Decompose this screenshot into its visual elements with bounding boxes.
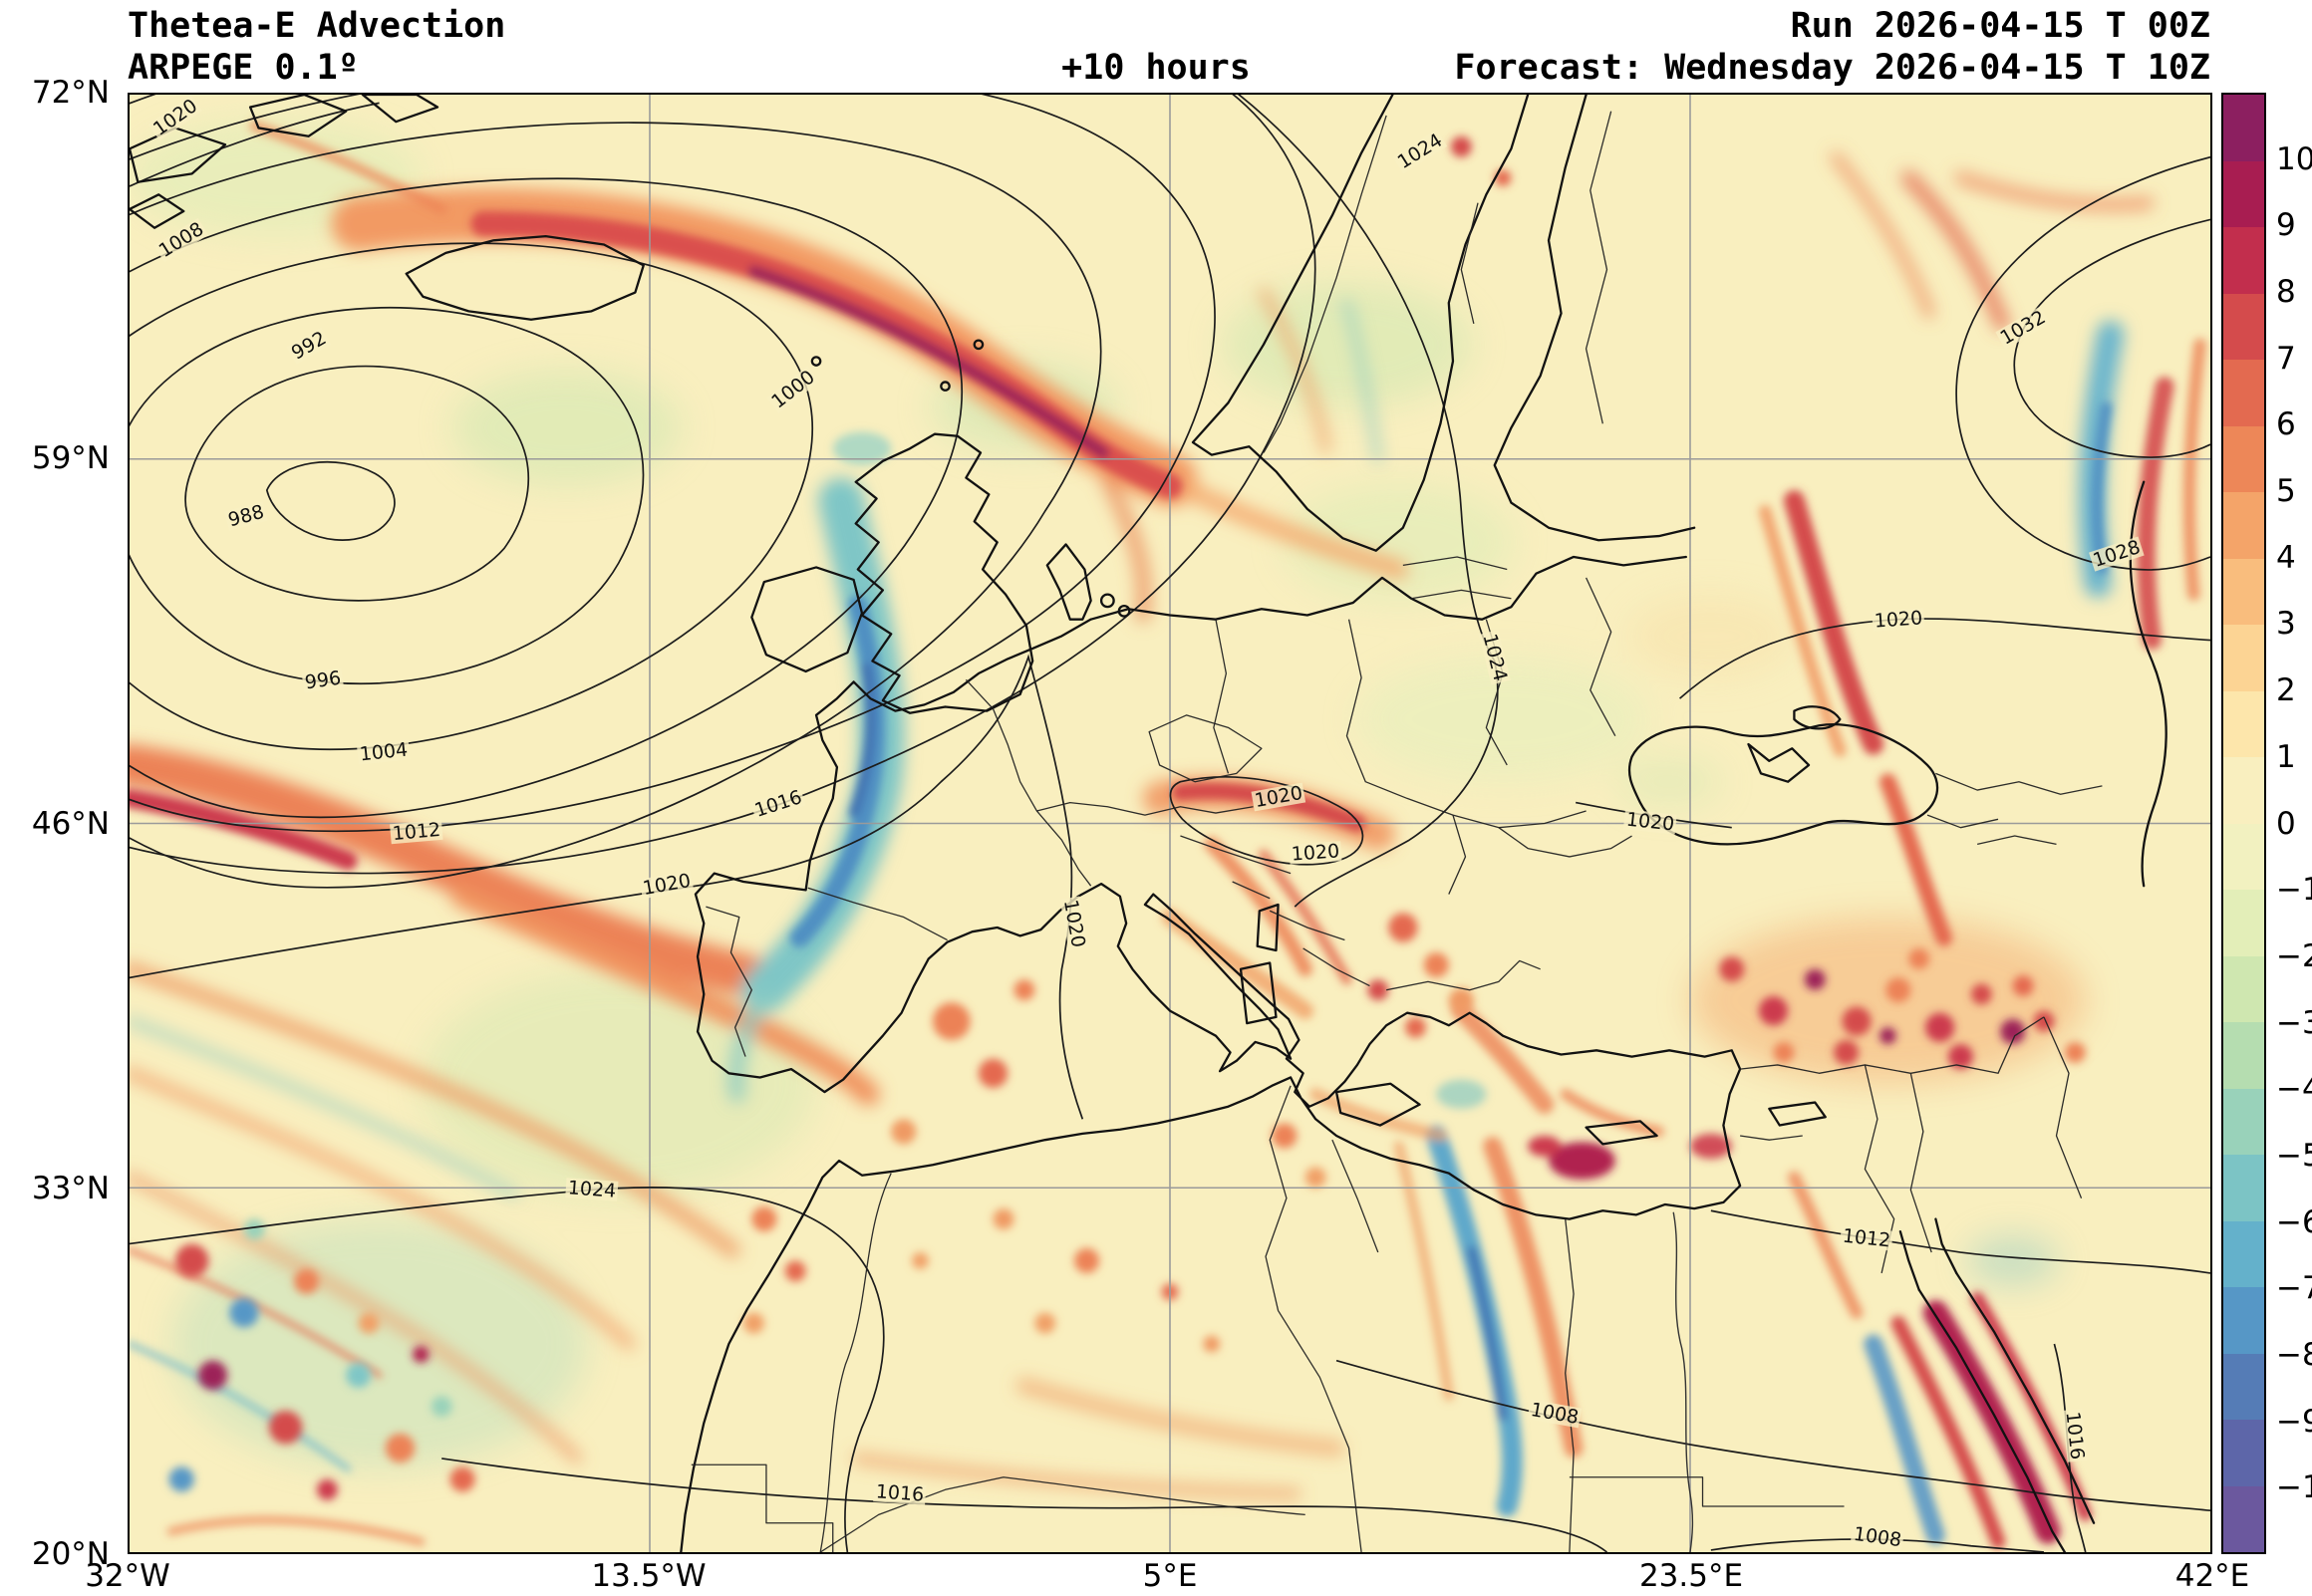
colorbar-segment — [2223, 1220, 2264, 1287]
colorbar-tick-label: −5 — [2276, 1137, 2312, 1174]
colorbar-tick-label: −8 — [2276, 1336, 2312, 1373]
map-canvas — [130, 95, 2210, 1552]
colorbar-segment — [2223, 492, 2264, 559]
colorbar-tick-label: −9 — [2276, 1403, 2312, 1440]
colorbar-segment — [2223, 1353, 2264, 1420]
colorbar-tick-label: 4 — [2276, 539, 2296, 576]
latitude-axis: 72°N 59°N 46°N 33°N 20°N — [0, 75, 118, 1572]
colorbar-segment — [2223, 1287, 2264, 1354]
lon-tick-label: 5°E — [1142, 1558, 1198, 1594]
lon-tick-label: 13.5°W — [591, 1558, 707, 1594]
colorbar-segment — [2223, 293, 2264, 360]
lon-tick-label: 42°E — [2174, 1558, 2250, 1594]
colorbar-segment — [2223, 1022, 2264, 1089]
colorbar-tick-label: −4 — [2276, 1071, 2312, 1108]
lat-tick-label: 72°N — [31, 75, 110, 111]
lon-tick-label: 23.5°E — [1638, 1558, 1744, 1594]
colorbar-segment — [2223, 360, 2264, 426]
lat-tick-label: 59°N — [31, 439, 110, 476]
colorbar-segment — [2223, 890, 2264, 956]
colorbar-tick-label: −6 — [2276, 1203, 2312, 1240]
colorbar-segment — [2223, 558, 2264, 625]
isobar-layer — [130, 95, 2210, 1552]
colorbar-tick-label: 7 — [2276, 340, 2296, 377]
lat-tick-label: 33°N — [31, 1171, 110, 1207]
colorbar-tick-label: 5 — [2276, 473, 2296, 510]
map-area: 1020 1008 992 988 996 1004 1012 1000 1016 1020 102… — [128, 93, 2212, 1554]
advection-field-layer — [130, 120, 2206, 1549]
colorbar-tick-label: 3 — [2276, 606, 2296, 643]
lat-tick-label: 46°N — [31, 805, 110, 842]
colorbar-segment — [2223, 95, 2264, 161]
colorbar — [2221, 93, 2266, 1554]
colorbar-segment — [2223, 1155, 2264, 1221]
figure-title: Thetea-E Advection — [128, 6, 506, 46]
colorbar-segment — [2223, 955, 2264, 1022]
colorbar-tick-label: −7 — [2276, 1270, 2312, 1307]
lon-tick-label: 32°W — [85, 1558, 170, 1594]
colorbar-segment — [2223, 757, 2264, 824]
colorbar-segment — [2223, 160, 2264, 227]
colorbar-tick-label: 6 — [2276, 406, 2296, 443]
colorbar-tick-label: 0 — [2276, 805, 2296, 842]
model-label: ARPEGE 0.1º — [128, 48, 359, 88]
colorbar-tick-label: 8 — [2276, 274, 2296, 311]
lat-tick-label: 20°N — [31, 1536, 110, 1572]
colorbar-tick-label: −3 — [2276, 1004, 2312, 1041]
colorbar-segment — [2223, 625, 2264, 691]
colorbar-segment — [2223, 227, 2264, 294]
colorbar-tick-label: −1 — [2276, 872, 2312, 909]
colorbar-segment — [2223, 1420, 2264, 1486]
colorbar-segment — [2223, 425, 2264, 492]
colorbar-tick-label: 9 — [2276, 207, 2296, 244]
run-label: Run 2026-04-15 T 00Z — [1790, 6, 2210, 46]
colorbar-tick-label: 10 — [2276, 140, 2312, 177]
forecast-label: Forecast: Wednesday 2026-04-15 T 10Z — [1454, 48, 2210, 88]
colorbar-segment — [2223, 823, 2264, 890]
colorbar-tick-label: −2 — [2276, 937, 2312, 974]
colorbar-tick-label: −10 — [2276, 1469, 2312, 1506]
colorbar-segment — [2223, 1088, 2264, 1155]
colorbar-segment — [2223, 1485, 2264, 1552]
longitude-axis: 32°W 13.5°W 5°E 23.5°E 42°E — [85, 1558, 2249, 1596]
colorbar-segment — [2223, 690, 2264, 757]
colorbar-tick-label: 1 — [2276, 738, 2296, 775]
colorbar-tick-label: 2 — [2276, 672, 2296, 709]
coastline-layer — [130, 95, 2167, 1552]
